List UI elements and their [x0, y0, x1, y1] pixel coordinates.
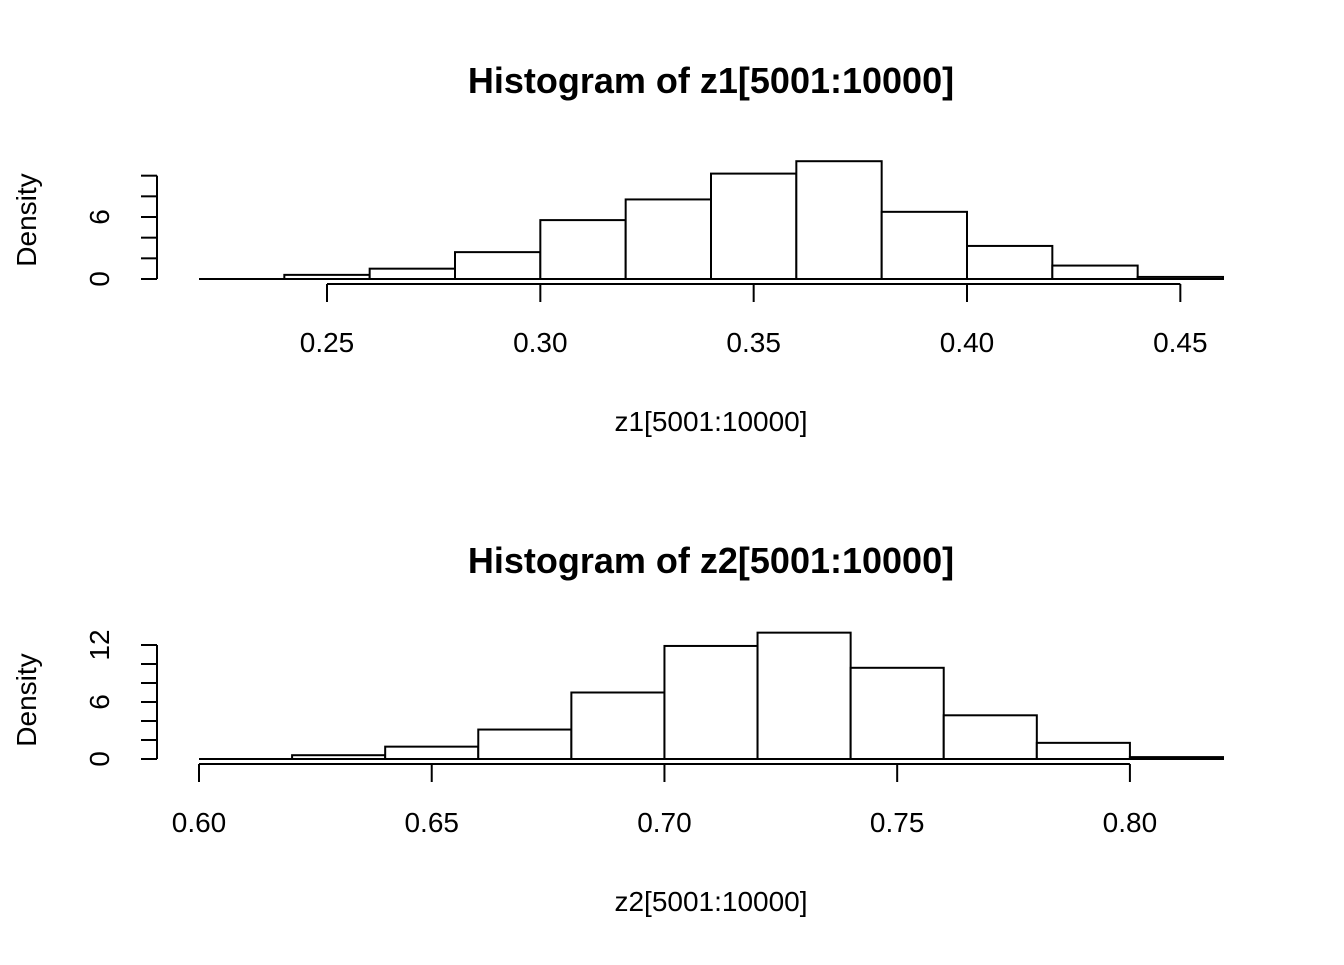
x-tick-label: 0.30 — [513, 327, 568, 358]
x-tick-label: 0.75 — [870, 807, 925, 838]
y-tick-label: 6 — [84, 209, 115, 225]
histogram-bar — [454, 251, 542, 281]
bars-group — [199, 631, 1224, 761]
histogram-bar — [1136, 275, 1224, 281]
histogram-bar — [1035, 741, 1131, 760]
x-axis: 0.60 0.65 0.70 0.75 0.80 — [172, 763, 1158, 838]
x-tick-label: 0.45 — [1153, 327, 1208, 358]
y-axis: 06 — [84, 174, 158, 287]
x-axis: 0.25 0.30 0.35 0.40 0.45 — [300, 283, 1208, 358]
x-tick-label: 0.70 — [637, 807, 692, 838]
histogram-bar — [849, 666, 945, 760]
y-axis-label: Density — [11, 173, 42, 266]
histogram-bar — [795, 160, 883, 280]
histogram-bar — [966, 244, 1054, 281]
y-tick-label: 0 — [84, 271, 115, 287]
x-tick-label: 0.25 — [300, 327, 355, 358]
bars-group — [199, 160, 1224, 281]
y-tick-label: 12 — [84, 629, 115, 660]
histogram-bar — [477, 728, 573, 760]
histogram-panel-z2: Histogram of z2[5001:10000] z2[5001:1000… — [11, 540, 1224, 917]
histogram-bar — [539, 219, 627, 280]
x-tick-label: 0.65 — [404, 807, 459, 838]
histogram-bar — [570, 691, 666, 760]
histogram-bar — [283, 273, 371, 280]
histogram-bar — [368, 267, 456, 280]
histogram-bar — [384, 745, 480, 761]
x-tick-label: 0.60 — [172, 807, 227, 838]
histogram-panel-z1: Histogram of z1[5001:10000] z1[5001:1000… — [11, 60, 1224, 437]
histogram-bar — [624, 198, 713, 280]
x-axis-label: z1[5001:10000] — [614, 406, 807, 437]
histogram-bar — [756, 631, 852, 761]
x-axis-label: z2[5001:10000] — [614, 886, 807, 917]
histogram-bar — [663, 644, 759, 761]
x-tick-label: 0.35 — [726, 327, 781, 358]
histogram-bar — [291, 754, 387, 761]
histogram-bar — [942, 714, 1038, 760]
chart-title: Histogram of z1[5001:10000] — [468, 60, 954, 101]
y-axis-label: Density — [11, 653, 42, 746]
histogram-bar — [880, 210, 969, 280]
x-tick-label: 0.40 — [940, 327, 995, 358]
histogram-bar — [710, 172, 798, 280]
histogram-bar — [1051, 264, 1139, 281]
y-tick-label: 6 — [84, 694, 115, 710]
histogram-bar — [1128, 756, 1224, 760]
y-axis: 0 6 12 — [84, 629, 158, 767]
y-tick-label: 0 — [84, 751, 115, 767]
chart-title: Histogram of z2[5001:10000] — [468, 540, 954, 581]
x-tick-label: 0.80 — [1103, 807, 1158, 838]
